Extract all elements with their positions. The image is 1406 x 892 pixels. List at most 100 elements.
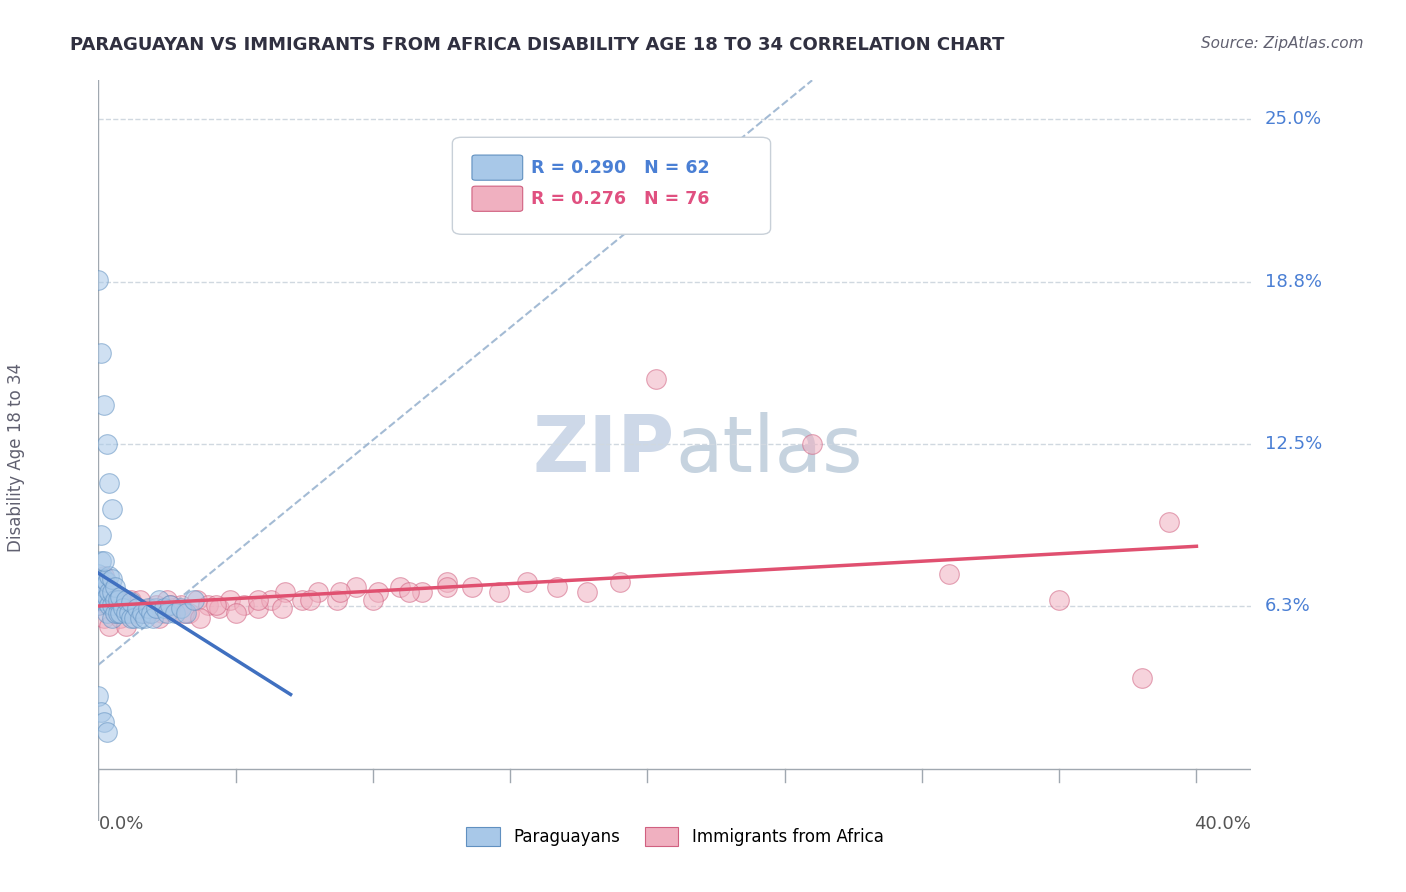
- Point: [101, 585, 124, 599]
- Point: [136, 600, 159, 615]
- Point: [153, 600, 176, 615]
- Point: [90, 705, 112, 719]
- Point: [162, 600, 184, 615]
- Point: [87, 580, 110, 594]
- Point: [225, 606, 247, 620]
- Point: [87, 566, 110, 581]
- Point: [93, 572, 115, 586]
- Point: [131, 606, 153, 620]
- Point: [389, 580, 412, 594]
- Point: [93, 569, 115, 583]
- Point: [90, 528, 112, 542]
- Point: [436, 580, 458, 594]
- Point: [186, 592, 208, 607]
- Point: [197, 598, 219, 612]
- Point: [260, 592, 283, 607]
- Point: [219, 592, 242, 607]
- Point: [110, 591, 132, 605]
- Point: [107, 606, 129, 620]
- Point: [183, 592, 205, 607]
- Point: [98, 619, 121, 633]
- Point: [361, 592, 384, 607]
- Point: [436, 574, 458, 589]
- Point: [148, 611, 170, 625]
- Point: [801, 437, 824, 451]
- Point: [110, 600, 132, 615]
- Text: 40.0%: 40.0%: [1195, 815, 1251, 833]
- Point: [128, 592, 150, 607]
- FancyBboxPatch shape: [472, 186, 523, 211]
- Point: [170, 600, 193, 615]
- Point: [93, 585, 115, 599]
- Point: [1130, 671, 1153, 685]
- Point: [90, 585, 112, 599]
- Point: [96, 598, 118, 612]
- Text: 0.0%: 0.0%: [98, 815, 143, 833]
- Point: [1157, 515, 1180, 529]
- Point: [398, 585, 420, 599]
- FancyBboxPatch shape: [472, 155, 523, 180]
- Point: [125, 600, 148, 615]
- Point: [150, 606, 173, 620]
- Text: ZIP: ZIP: [533, 412, 675, 489]
- Point: [96, 725, 118, 739]
- Point: [290, 592, 312, 607]
- Point: [93, 592, 115, 607]
- Text: Source: ZipAtlas.com: Source: ZipAtlas.com: [1201, 36, 1364, 51]
- Point: [205, 598, 228, 612]
- Point: [609, 574, 631, 589]
- Point: [110, 611, 132, 625]
- Point: [120, 611, 142, 625]
- Point: [367, 585, 389, 599]
- Point: [101, 600, 124, 615]
- Text: PARAGUAYAN VS IMMIGRANTS FROM AFRICA DISABILITY AGE 18 TO 34 CORRELATION CHART: PARAGUAYAN VS IMMIGRANTS FROM AFRICA DIS…: [70, 36, 1005, 54]
- Point: [177, 606, 200, 620]
- Point: [139, 600, 162, 615]
- Point: [98, 585, 121, 599]
- Point: [128, 611, 150, 625]
- Point: [173, 606, 195, 620]
- Point: [1047, 592, 1070, 607]
- Point: [112, 592, 135, 607]
- Point: [115, 606, 138, 620]
- Point: [329, 585, 352, 599]
- Point: [122, 606, 145, 620]
- Point: [516, 574, 538, 589]
- Point: [104, 580, 127, 594]
- Text: atlas: atlas: [675, 412, 862, 489]
- Point: [232, 598, 254, 612]
- Point: [165, 606, 187, 620]
- Point: [122, 611, 145, 625]
- Text: R = 0.276   N = 76: R = 0.276 N = 76: [531, 190, 709, 208]
- Point: [326, 592, 349, 607]
- Text: 18.8%: 18.8%: [1265, 273, 1322, 291]
- Point: [142, 611, 165, 625]
- Point: [156, 592, 179, 607]
- Point: [96, 580, 118, 594]
- Point: [104, 606, 127, 620]
- Point: [115, 592, 138, 607]
- Point: [576, 585, 599, 599]
- Point: [104, 606, 127, 620]
- Point: [117, 606, 139, 620]
- Point: [87, 689, 110, 703]
- Text: 25.0%: 25.0%: [1265, 111, 1322, 128]
- Point: [115, 598, 138, 612]
- FancyBboxPatch shape: [453, 137, 770, 235]
- Point: [101, 611, 124, 625]
- Point: [93, 714, 115, 729]
- Point: [90, 574, 112, 589]
- Point: [139, 606, 162, 620]
- Point: [145, 598, 167, 612]
- Point: [98, 598, 121, 612]
- Point: [112, 600, 135, 615]
- Point: [346, 580, 368, 594]
- Point: [98, 475, 121, 490]
- Point: [188, 611, 211, 625]
- Point: [170, 598, 193, 612]
- Point: [307, 585, 329, 599]
- Text: 6.3%: 6.3%: [1265, 598, 1310, 615]
- Point: [120, 592, 142, 607]
- Point: [90, 592, 112, 607]
- Point: [96, 437, 118, 451]
